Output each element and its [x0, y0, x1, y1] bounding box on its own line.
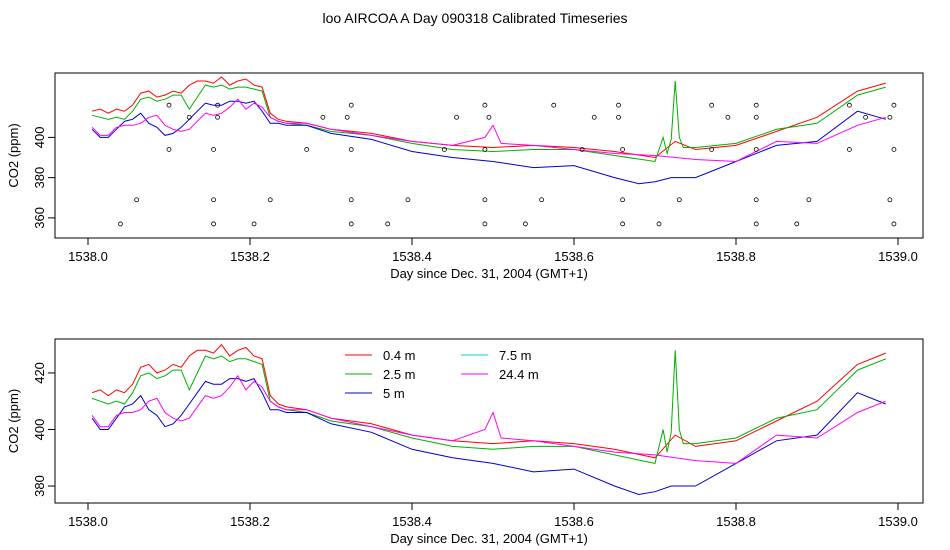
y-tick-label: 380 [32, 167, 47, 189]
series-line-24-4-m [91, 374, 886, 464]
data-point-marker [304, 147, 310, 152]
y-tick-label: 400 [32, 419, 47, 441]
x-tick-label: 1538.4 [392, 249, 432, 264]
data-point-marker [348, 197, 354, 203]
legend-label: 0.4 m [383, 348, 416, 363]
data-point-marker [616, 102, 621, 108]
data-point-marker [709, 147, 715, 152]
data-point-marker [891, 221, 897, 227]
data-point-marker [620, 197, 625, 203]
data-point-marker [523, 221, 528, 227]
data-point-marker [891, 102, 897, 108]
series-line-5-m [91, 100, 886, 185]
y-tick-label: 400 [32, 127, 47, 149]
data-point-marker [385, 221, 391, 227]
data-point-marker [753, 197, 759, 203]
data-point-marker [486, 114, 492, 120]
data-point-marker [656, 221, 662, 227]
data-point-marker [753, 102, 759, 108]
plot-frame [54, 338, 924, 504]
data-point-marker [482, 221, 488, 227]
legend-label: 7.5 m [499, 348, 532, 363]
data-point-marker [620, 147, 625, 152]
series-line-24-4-m [91, 98, 886, 163]
data-point-marker [753, 221, 759, 227]
x-tick-label: 1538.0 [68, 514, 108, 529]
data-point-marker [725, 114, 731, 120]
data-point-marker [134, 197, 140, 203]
x-tick-label: 1538.2 [230, 514, 270, 529]
data-point-marker [847, 102, 852, 108]
data-point-marker [251, 221, 257, 227]
data-point-marker [405, 197, 411, 203]
data-point-marker [863, 114, 868, 120]
y-axis-title: CO2 (ppm) [6, 389, 21, 453]
data-point-marker [806, 197, 812, 203]
data-point-marker [847, 147, 852, 152]
data-point-marker [348, 147, 354, 152]
data-point-marker [166, 147, 172, 152]
data-point-marker [166, 102, 172, 108]
x-tick-label: 1538.8 [716, 249, 756, 264]
data-point-marker [620, 221, 625, 227]
data-point-marker [482, 102, 488, 108]
data-point-marker [215, 102, 221, 108]
x-axis-title: Day since Dec. 31, 2004 (GMT+1) [390, 266, 588, 281]
y-axis-title: CO2 (ppm) [6, 123, 21, 187]
x-tick-label: 1539.0 [878, 249, 918, 264]
data-point-marker [348, 221, 354, 227]
data-point-marker [186, 114, 192, 120]
x-tick-label: 1539.0 [878, 514, 918, 529]
series-line-0-4-m [91, 343, 886, 459]
y-tick-label: 380 [32, 475, 47, 497]
legend-label: 24.4 m [499, 367, 539, 382]
x-tick-label: 1538.6 [554, 249, 594, 264]
data-point-marker [887, 197, 893, 203]
data-point-marker [753, 114, 759, 120]
data-point-marker [794, 221, 800, 227]
data-point-marker [676, 197, 682, 203]
x-tick-label: 1538.2 [230, 249, 270, 264]
data-point-marker [709, 102, 715, 108]
data-point-marker [579, 147, 585, 152]
data-point-marker [348, 102, 354, 108]
data-point-marker [441, 147, 447, 152]
y-tick-label: 360 [32, 207, 47, 229]
data-point-marker [551, 102, 557, 108]
data-point-marker [267, 197, 273, 203]
bottom-panel: 1538.0 1538.2 1538.4 1538.6 1538.8 1539.0 380 4… [6, 338, 924, 546]
data-point-marker [482, 197, 488, 203]
x-axis-title: Day since Dec. 31, 2004 (GMT+1) [390, 531, 588, 546]
data-point-marker [320, 114, 326, 120]
data-point-marker [211, 147, 216, 152]
data-point-marker [616, 114, 621, 120]
data-point-marker [539, 197, 544, 203]
data-point-marker [891, 147, 897, 152]
chart-title: loo AIRCOA A Day 090318 Calibrated Times… [322, 10, 628, 26]
data-point-marker [211, 197, 216, 203]
top-panel: 1538.0 1538.2 1538.4 1538.6 1538.8 1539.0 360 3… [6, 72, 924, 281]
data-point-marker [482, 147, 488, 152]
x-tick-label: 1538.6 [554, 514, 594, 529]
plot-frame [54, 72, 924, 239]
data-point-marker [753, 147, 759, 152]
y-tick-label: 420 [32, 362, 47, 384]
x-tick-label: 1538.4 [392, 514, 432, 529]
data-point-marker [215, 114, 221, 120]
series-line-5-m [91, 377, 886, 496]
data-point-marker [454, 114, 459, 120]
data-point-marker [591, 114, 597, 120]
data-point-marker [344, 114, 350, 120]
x-tick-label: 1538.0 [68, 249, 108, 264]
series-line-0-4-m [91, 76, 886, 159]
legend-label: 2.5 m [383, 367, 416, 382]
data-point-marker [887, 114, 893, 120]
legend-label: 5 m [383, 386, 405, 401]
x-tick-label: 1538.8 [716, 514, 756, 529]
data-point-marker [118, 221, 123, 227]
data-point-marker [211, 221, 216, 227]
